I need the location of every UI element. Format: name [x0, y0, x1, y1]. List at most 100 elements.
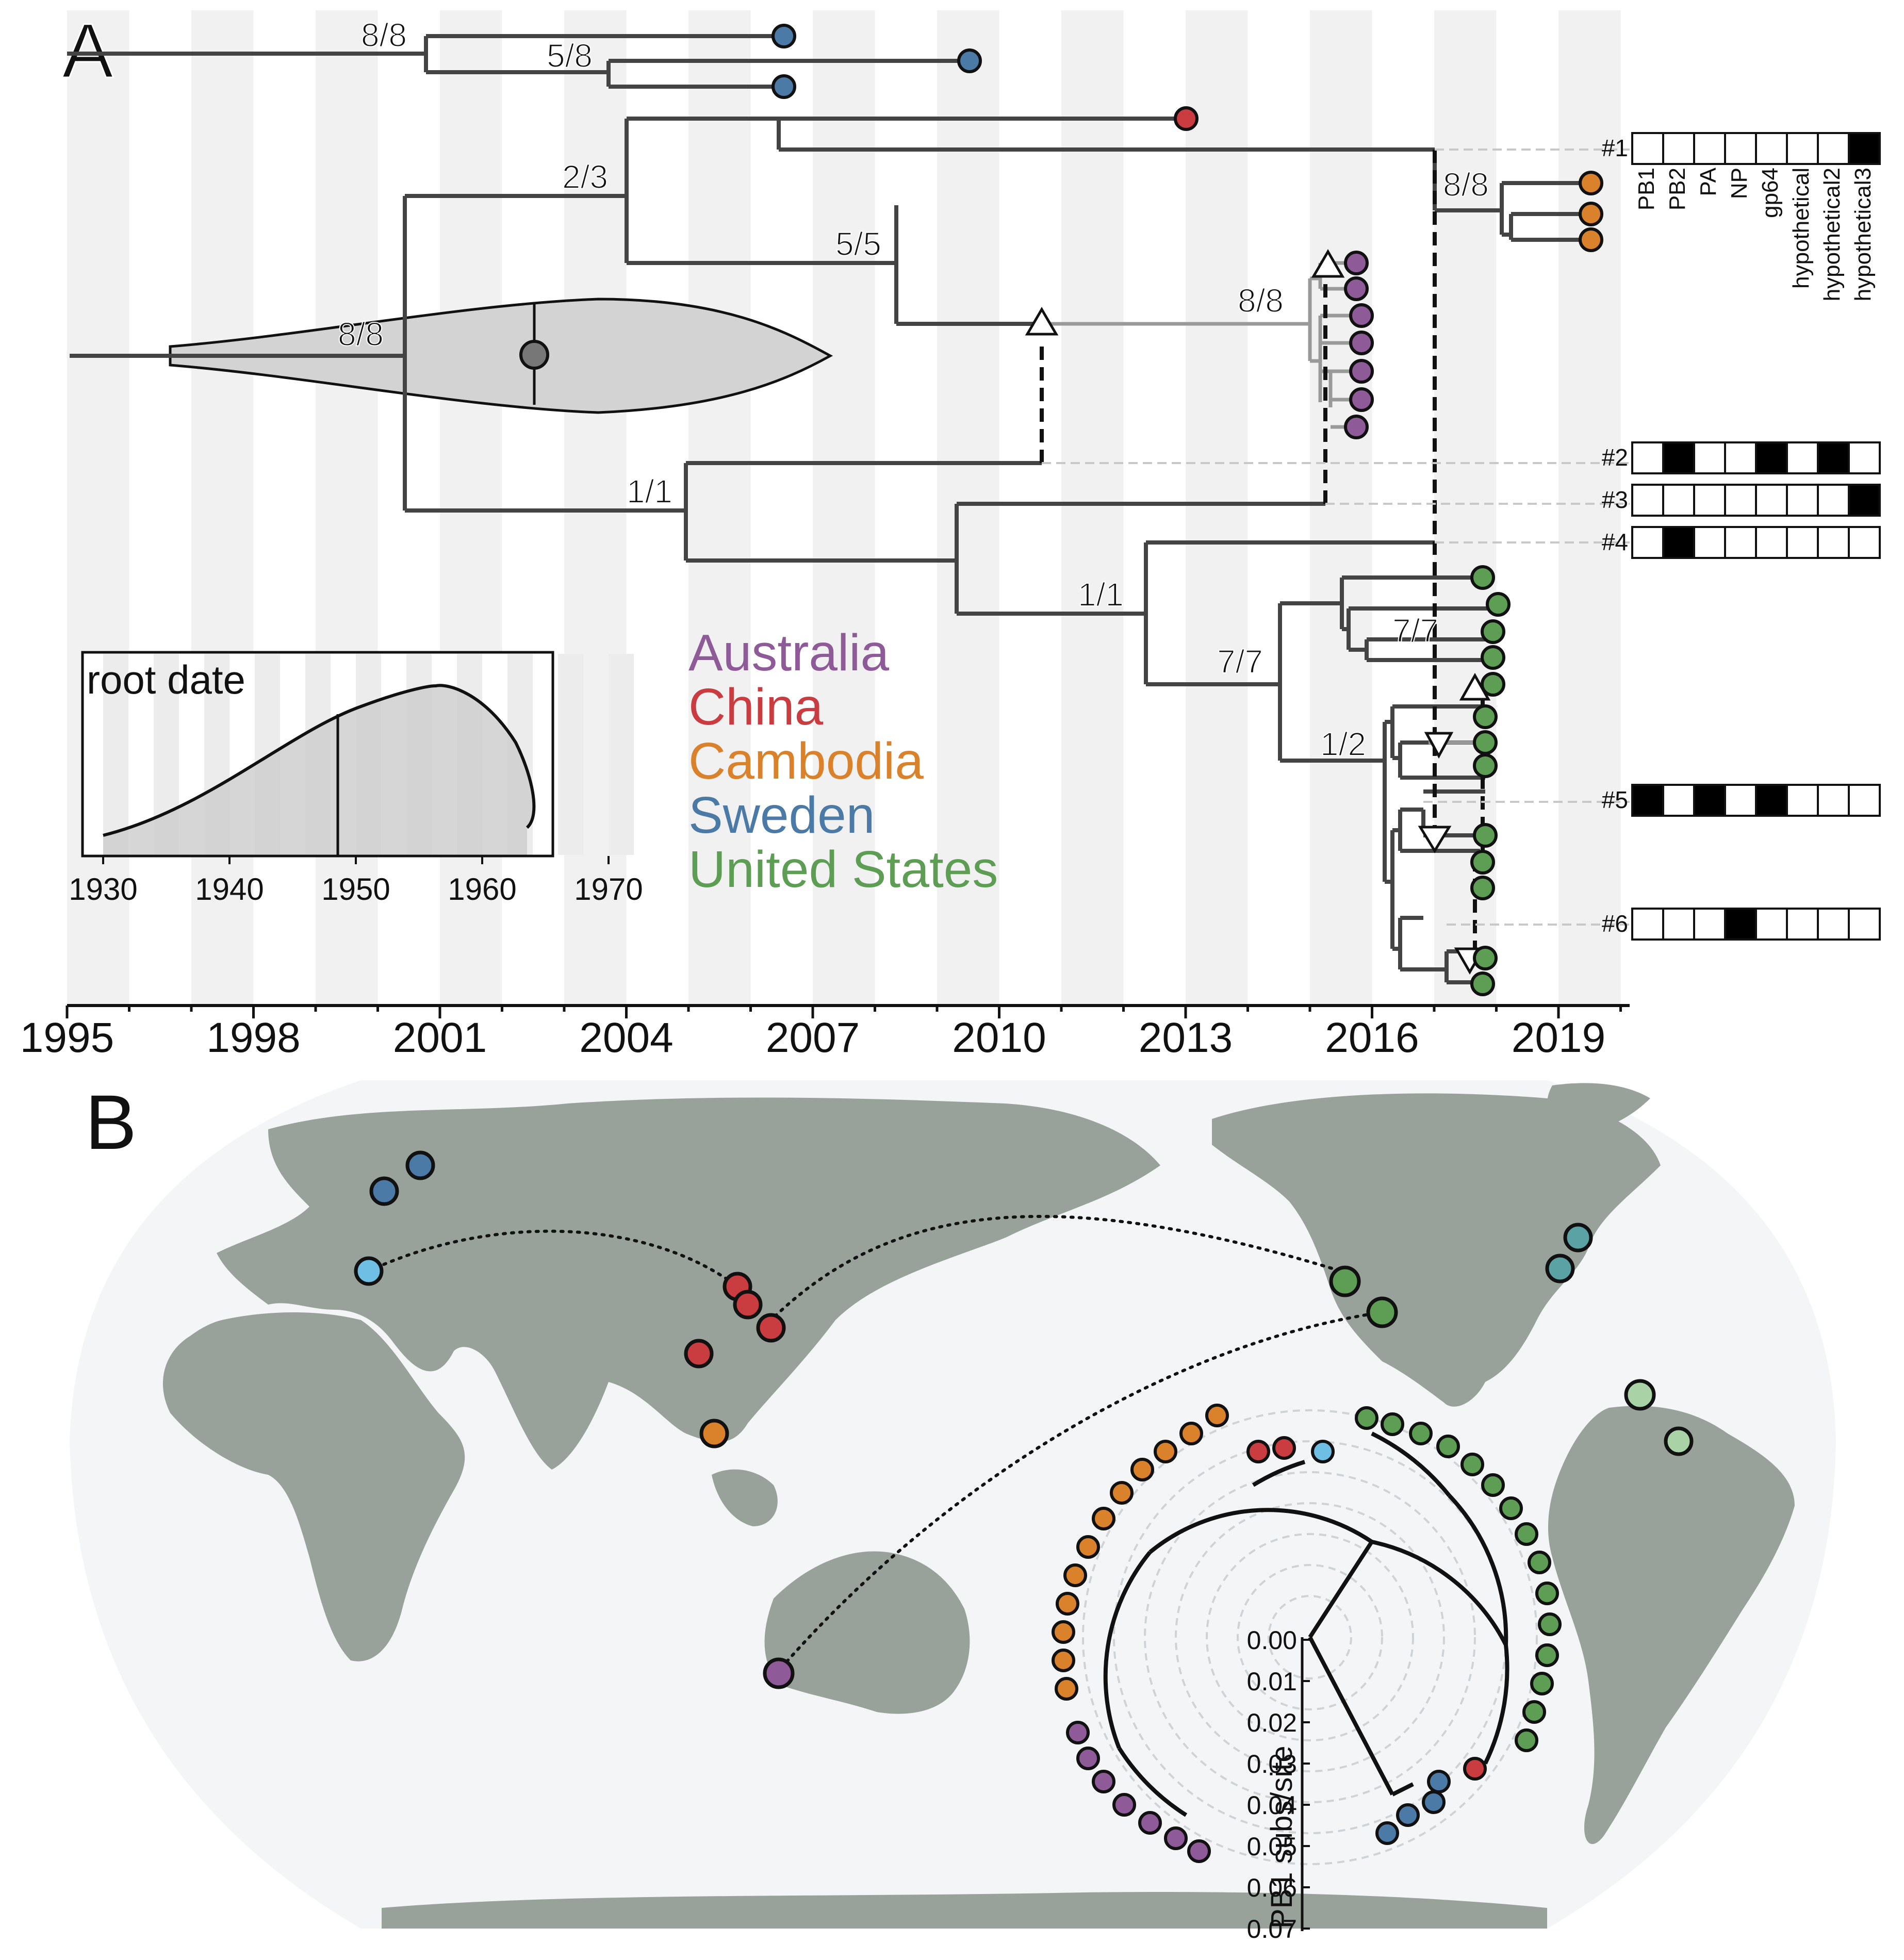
- tip: [1174, 106, 1199, 131]
- triangle-up: [1311, 249, 1345, 278]
- segment-cell: [1786, 132, 1819, 165]
- segment-cell: [1817, 526, 1850, 559]
- location-china: [756, 1313, 786, 1343]
- triangle-down: [1418, 826, 1452, 853]
- panel-a: A: [20, 7, 1881, 1061]
- axis-tick-label: 2004: [579, 1014, 673, 1061]
- support-label: 8/8: [1443, 166, 1489, 203]
- root-density: [103, 685, 534, 856]
- event-label: #3: [1602, 486, 1628, 513]
- support-label: 1/1: [627, 473, 672, 510]
- year-band: [1061, 10, 1124, 1006]
- segment-cell: [1631, 132, 1664, 165]
- segment-cell: [1631, 441, 1664, 474]
- root-date-inset: root date 1930 1940 1950 1960 1970: [69, 651, 643, 907]
- location-australia: [763, 1657, 795, 1689]
- segment-cell: [1817, 908, 1850, 941]
- tip: [957, 48, 982, 73]
- inset-band: [103, 654, 128, 855]
- tip: [1473, 704, 1498, 729]
- location-china: [733, 1290, 763, 1320]
- segment-cell: [1817, 784, 1850, 817]
- radial-tick-label: 0.07: [1247, 1915, 1297, 1943]
- segment-cell: [1848, 441, 1881, 474]
- support-label: 1/1: [1078, 576, 1124, 613]
- segment-cell: [1662, 526, 1695, 559]
- land-antarctica: [382, 1892, 1547, 1929]
- tip: [1473, 823, 1498, 848]
- segment-cell: [1848, 784, 1881, 817]
- triangle-down: [1424, 732, 1454, 759]
- land-australia: [764, 1551, 970, 1714]
- segment-cell: [1662, 784, 1695, 817]
- segment-label: gp64: [1758, 168, 1783, 218]
- support-label: 5/5: [835, 225, 881, 262]
- segment-cell: [1786, 526, 1819, 559]
- panel-a-label: A: [62, 7, 113, 94]
- segment-cell: [1662, 908, 1695, 941]
- segment-cell: [1755, 784, 1788, 817]
- tip: [1579, 171, 1603, 195]
- radial-branches: [1103, 1431, 1509, 1817]
- location-us-east: [1563, 1223, 1593, 1253]
- segment-cell: [1817, 484, 1850, 517]
- segment-cell: [1786, 784, 1819, 817]
- segment-cell: [1786, 908, 1819, 941]
- segment-cell: [1786, 441, 1819, 474]
- radial-tick-label: 0.01: [1247, 1667, 1297, 1696]
- inset-tick-label: 1970: [574, 872, 643, 907]
- segment-cell: [1786, 484, 1819, 517]
- segment-cell: [1631, 908, 1664, 941]
- tip: [1473, 753, 1498, 778]
- segment-cell: [1755, 526, 1788, 559]
- segment-label: PB1: [1634, 168, 1659, 210]
- year-band: [937, 10, 999, 1006]
- inset-tick-label: 1950: [321, 872, 390, 907]
- country-legend: Australia China Cambodia Sweden United S…: [688, 624, 998, 898]
- tip: [1579, 202, 1603, 226]
- segment-cell: [1755, 441, 1788, 474]
- triangle-up: [1025, 307, 1059, 336]
- segment-label: PA: [1696, 167, 1721, 196]
- axis-tick-label: 2007: [766, 1014, 860, 1061]
- support-label: 7/7: [1392, 612, 1438, 649]
- segment-label: hypothetical2: [1819, 168, 1845, 301]
- inset-title: root date: [87, 657, 245, 702]
- panel-b: B: [70, 1079, 1836, 1943]
- land-eurasia: [217, 1097, 1160, 1470]
- tip: [1579, 227, 1603, 252]
- legend-sweden: Sweden: [688, 786, 875, 844]
- radial-tick-label: 0.04: [1247, 1791, 1297, 1820]
- tip: [1349, 387, 1374, 412]
- map-locations: [354, 1150, 1694, 1689]
- segment-cell: [1817, 132, 1850, 165]
- tip: [1481, 672, 1505, 697]
- land-japan: [841, 1254, 873, 1295]
- legend-united-states: United States: [688, 841, 998, 898]
- support-label: 5/8: [547, 37, 593, 74]
- segment-cell: [1848, 526, 1881, 559]
- event-label: #1: [1602, 135, 1628, 161]
- event-label: #4: [1602, 529, 1628, 555]
- location-europe: [354, 1256, 384, 1286]
- segment-cell: [1817, 441, 1850, 474]
- root-violin: [169, 298, 833, 414]
- location-caribbean: [1624, 1379, 1656, 1411]
- segment-cell: [1724, 484, 1757, 517]
- land-greenland: [1547, 1083, 1650, 1134]
- tip: [1349, 359, 1374, 384]
- segment-cell: [1724, 441, 1757, 474]
- year-band: [688, 10, 751, 1006]
- segment-cell: [1662, 441, 1695, 474]
- land-north-america: [1212, 1093, 1661, 1407]
- segment-cell: [1662, 132, 1695, 165]
- segment-cell: [1693, 441, 1726, 474]
- tip: [1470, 876, 1495, 900]
- inset-tick-label: 1960: [448, 872, 516, 907]
- tip: [1481, 619, 1505, 644]
- axis-tick-label: 1995: [20, 1014, 114, 1061]
- location-us-east: [1545, 1254, 1575, 1283]
- support-label: 8/8: [361, 17, 407, 54]
